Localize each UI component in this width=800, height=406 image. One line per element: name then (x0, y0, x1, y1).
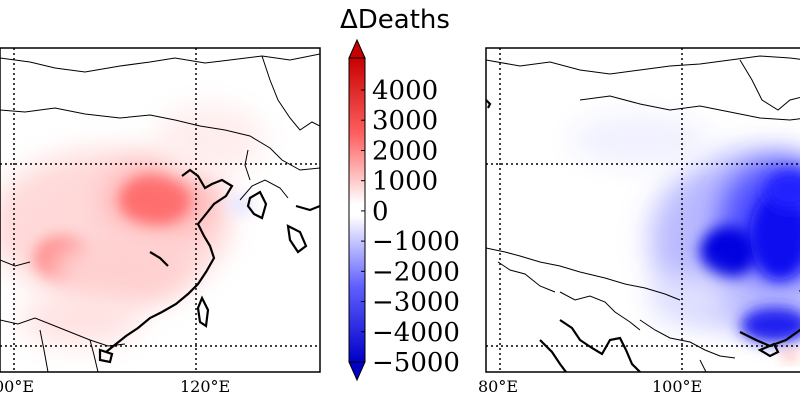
left-lon-label-1: 00°E (0, 377, 34, 396)
colorbar-tick-label: −4000 (372, 318, 460, 348)
right-lon-label-1: 80°E (478, 377, 518, 396)
left-lon-label-2: 120°E (180, 377, 230, 396)
hotspot-right-tibet-plateau (570, 115, 710, 165)
right-map-frame (485, 47, 800, 373)
left-coastline (98, 168, 320, 364)
right-gridlines (486, 48, 800, 372)
colorbar-extend-top (348, 38, 366, 59)
left-map-frame (0, 47, 321, 373)
right-lon-label-2: 100°E (652, 377, 702, 396)
right-coastline (486, 99, 800, 372)
colorbar-tick-label: −3000 (372, 288, 460, 318)
right-borders (486, 55, 800, 372)
colorbar-tick-label: 4000 (372, 76, 438, 106)
right-heat-field (570, 115, 800, 361)
colorbar-tick-label: 2000 (372, 136, 438, 166)
colorbar-tick-label: 3000 (372, 106, 438, 136)
left-borders (0, 53, 320, 372)
colorbar: ΔDeaths 40003000200010000−1000−2000−3000… (340, 5, 460, 382)
colorbar-ticks: 40003000200010000−1000−2000−3000−4000−50… (361, 76, 460, 378)
colorbar-extend-bottom (348, 361, 366, 382)
left-map: 00°E 120°E (0, 47, 321, 396)
hotspot-right-sichuan-basin (700, 226, 756, 278)
colorbar-gradient (348, 57, 366, 363)
left-gridlines (0, 48, 320, 372)
colorbar-tick-label: 0 (372, 197, 389, 227)
left-heat-field (0, 105, 265, 345)
colorbar-tick-label: 1000 (372, 167, 438, 197)
hotspot-right-central-china (750, 190, 800, 280)
hotspot-right-south-china-coast (740, 307, 800, 343)
colorbar-tick-label: −2000 (372, 257, 460, 287)
colorbar-tick-label: −5000 (372, 348, 460, 378)
right-map: 80°E 100°E (478, 47, 800, 396)
hotspot-yellow-sea-coast (226, 195, 254, 215)
colorbar-tick-label: −1000 (372, 227, 460, 257)
hotspot-north-china-plain (119, 174, 191, 226)
colorbar-title: ΔDeaths (340, 5, 450, 35)
